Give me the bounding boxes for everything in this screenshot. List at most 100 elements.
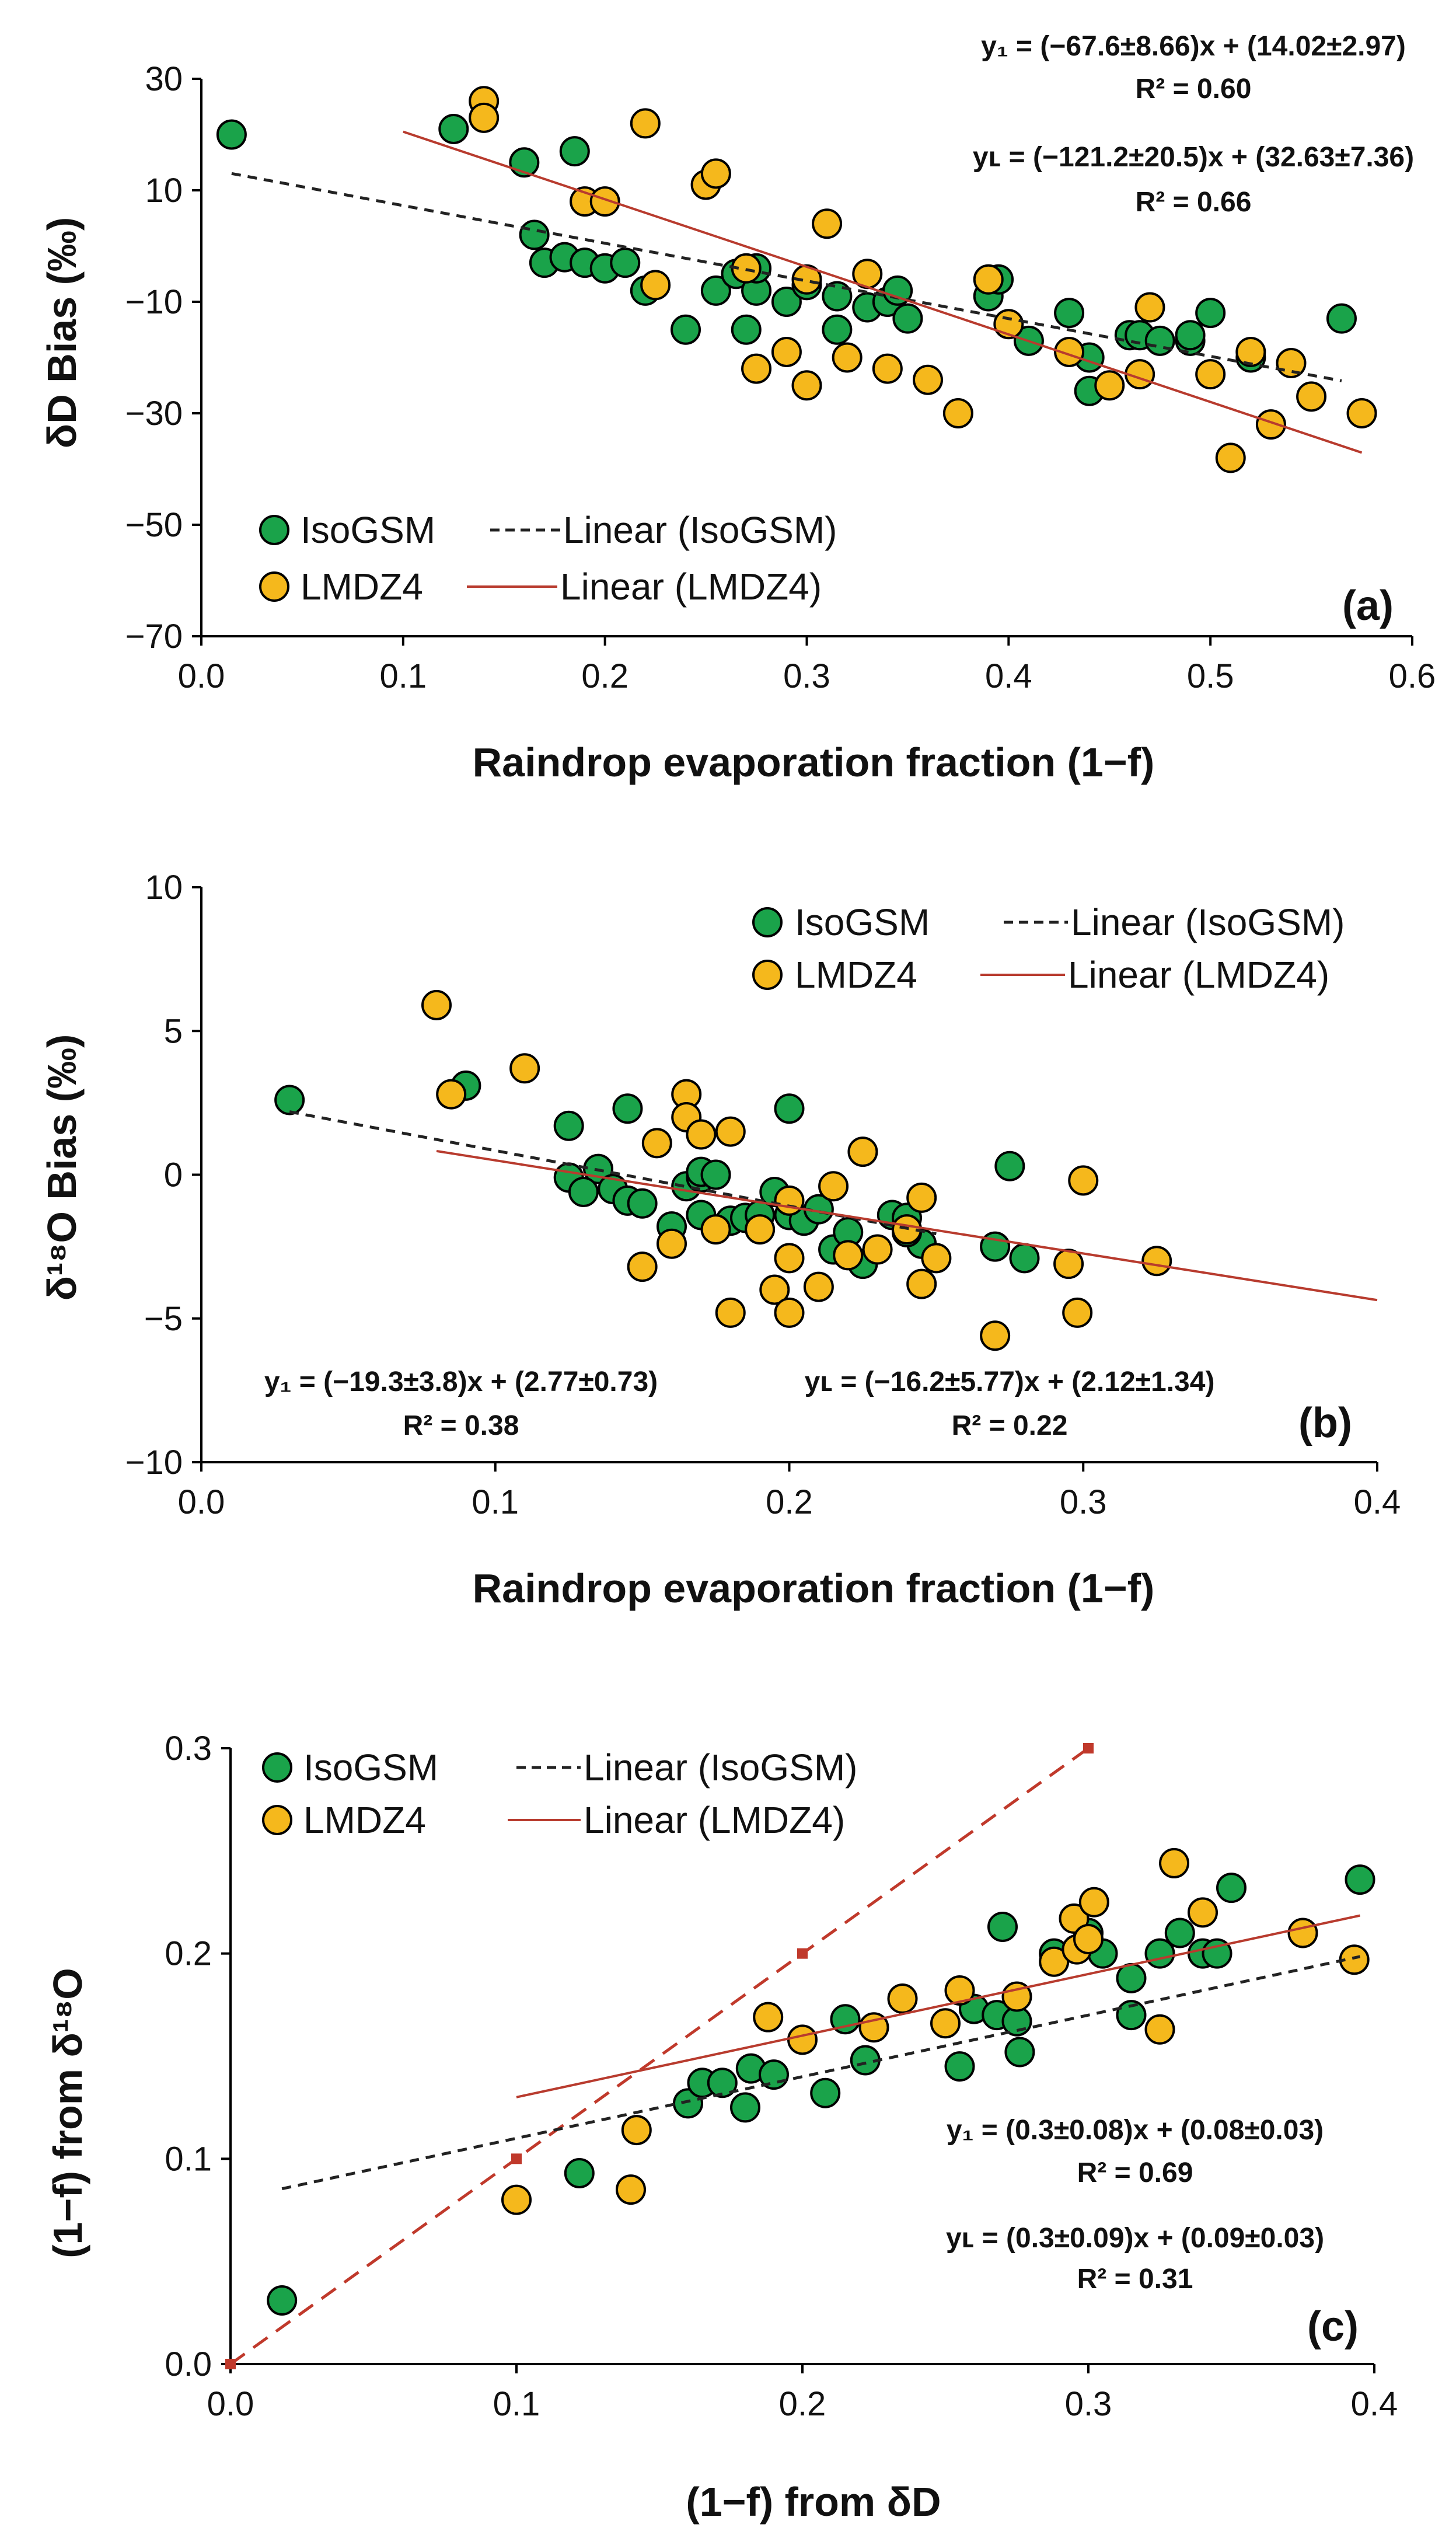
fit-line-isogsm — [281, 1955, 1361, 2191]
point-lmdz4 — [1255, 409, 1286, 440]
point-isogsm — [1326, 303, 1357, 334]
point-lmdz4 — [980, 1320, 1011, 1351]
point-lmdz4 — [700, 158, 731, 189]
x-tick-label: 0.2 — [766, 1483, 813, 1521]
equation-lmdz4: yʟ = (0.3±0.09)x + (0.09±0.03) — [946, 2223, 1324, 2254]
point-isogsm — [1009, 1243, 1040, 1274]
point-lmdz4 — [621, 2115, 652, 2146]
point-lmdz4 — [832, 342, 863, 373]
point-lmdz4 — [1159, 1847, 1189, 1878]
r2-isogsm: R² = 0.69 — [1077, 2157, 1193, 2188]
y-tick-label: 10 — [145, 172, 183, 210]
legend-lmdz4-label: LMDZ4 — [301, 566, 423, 608]
point-lmdz4 — [872, 353, 903, 384]
panel-c: 0.0 0.1 0.2 0.3 0.4 0.3 0.2 0.1 0.0 IsoGSM LMDZ4… — [45, 1730, 1398, 2525]
legend-isogsm-label: IsoGSM — [303, 1746, 438, 1789]
y-tick-label: 5 — [164, 1012, 183, 1050]
point-lmdz4 — [930, 2008, 961, 2039]
legend-isogsm-marker — [262, 1752, 292, 1783]
point-lmdz4 — [887, 1983, 918, 2014]
panel-label-a: (a) — [1342, 583, 1394, 629]
point-isogsm — [774, 1093, 805, 1124]
point-isogsm — [553, 1110, 584, 1141]
point-lmdz4 — [1068, 1165, 1099, 1196]
point-lmdz4 — [812, 208, 843, 239]
legend-lmdz4-label: LMDZ4 — [795, 954, 917, 996]
point-isogsm — [771, 287, 802, 317]
r2-lmdz4: R² = 0.31 — [1077, 2264, 1193, 2295]
equation-lmdz4: yʟ = (−16.2±5.77)x + (2.12±1.34) — [805, 1366, 1215, 1397]
point-lmdz4 — [774, 1297, 805, 1328]
x-tick-label: 0.3 — [783, 657, 830, 695]
legend-isogsm-marker — [752, 907, 783, 937]
legend-lmdz4-marker — [752, 960, 783, 990]
y-axis-label-a: δD Bias (‰) — [39, 217, 85, 448]
panel-b: 0.0 0.1 0.2 0.3 0.4 10 5 0 −5 −10 IsoGSM LMDZ4 Li… — [39, 869, 1401, 1611]
point-isogsm — [1164, 1918, 1195, 1948]
point-isogsm — [830, 2004, 861, 2035]
point-isogsm — [1116, 2000, 1147, 2031]
point-lmdz4 — [906, 1182, 937, 1213]
point-isogsm — [610, 247, 641, 278]
fit-line-lmdz4 — [516, 1914, 1360, 2098]
x-tick-label: 0.0 — [178, 1483, 225, 1521]
point-lmdz4 — [686, 1119, 717, 1150]
point-isogsm — [1054, 298, 1085, 329]
point-isogsm — [1345, 1864, 1375, 1895]
point-lmdz4 — [1195, 359, 1226, 390]
x-axis-label-b: Raindrop evaporation fraction (1−f) — [473, 1566, 1155, 1611]
point-lmdz4 — [469, 102, 500, 133]
point-lmdz4 — [1134, 292, 1165, 323]
point-isogsm — [994, 1151, 1025, 1181]
x-tick-label: 0.2 — [779, 2385, 826, 2423]
point-lmdz4 — [715, 1297, 746, 1328]
point-isogsm — [1202, 1938, 1232, 1969]
point-isogsm — [700, 275, 731, 306]
legend-isogsm-label: IsoGSM — [795, 901, 930, 943]
point-lmdz4 — [906, 1268, 937, 1299]
point-lmdz4 — [753, 2002, 784, 2033]
y-tick-label: 0.0 — [165, 2345, 212, 2383]
point-isogsm — [1004, 2037, 1035, 2068]
y-tick-label: 0.2 — [165, 1935, 212, 1973]
point-lmdz4 — [1188, 1897, 1218, 1928]
point-lmdz4 — [1059, 1903, 1090, 1934]
y-tick-label: −5 — [144, 1300, 183, 1338]
point-lmdz4 — [921, 1243, 952, 1274]
point-lmdz4 — [627, 1251, 658, 1282]
plot-area-c: 0.0 0.1 0.2 0.3 0.4 0.3 0.2 0.1 0.0 — [165, 1730, 1398, 2423]
point-lmdz4 — [833, 1240, 864, 1271]
fit-line-isogsm — [231, 172, 1342, 382]
plot-area-a: 0.0 0.1 0.2 0.3 0.4 0.5 0.6 30 10 −10 −30 −50 −70 — [125, 60, 1436, 695]
point-isogsm — [216, 119, 247, 150]
x-tick-label: 0.4 — [985, 657, 1032, 695]
point-lmdz4 — [1141, 1246, 1172, 1277]
one-to-one-marker — [225, 2359, 236, 2369]
point-lmdz4 — [942, 398, 973, 428]
point-lmdz4 — [1054, 336, 1085, 367]
one-to-one-marker — [511, 2153, 522, 2164]
y-tick-label: −10 — [125, 283, 183, 321]
y-tick-label: −70 — [125, 618, 183, 656]
point-lmdz4 — [913, 364, 943, 395]
point-lmdz4 — [1078, 1887, 1109, 1918]
point-lmdz4 — [436, 1079, 467, 1110]
point-lmdz4 — [700, 1214, 731, 1245]
point-isogsm — [274, 1085, 305, 1115]
point-lmdz4 — [1053, 1249, 1084, 1280]
x-tick-label: 0.4 — [1354, 1483, 1401, 1521]
y-tick-label: 0.3 — [165, 1730, 212, 1767]
point-lmdz4 — [1039, 1946, 1070, 1977]
point-isogsm — [612, 1093, 643, 1124]
x-tick-label: 0.0 — [178, 657, 225, 695]
point-lmdz4 — [745, 1214, 776, 1245]
one-to-one-line — [229, 1746, 1090, 2366]
fit-line-lmdz4 — [403, 130, 1363, 454]
point-lmdz4 — [1144, 2014, 1175, 2045]
point-lmdz4 — [501, 2184, 532, 2215]
point-lmdz4 — [771, 336, 802, 367]
equation-lmdz4: yʟ = (−121.2±20.5)x + (32.63±7.36) — [973, 142, 1414, 173]
point-lmdz4 — [858, 2012, 889, 2043]
legend-isogsm-fit-label: Linear (IsoGSM) — [563, 509, 837, 551]
legend-lmdz4-fit-label: Linear (LMDZ4) — [584, 1799, 845, 1841]
